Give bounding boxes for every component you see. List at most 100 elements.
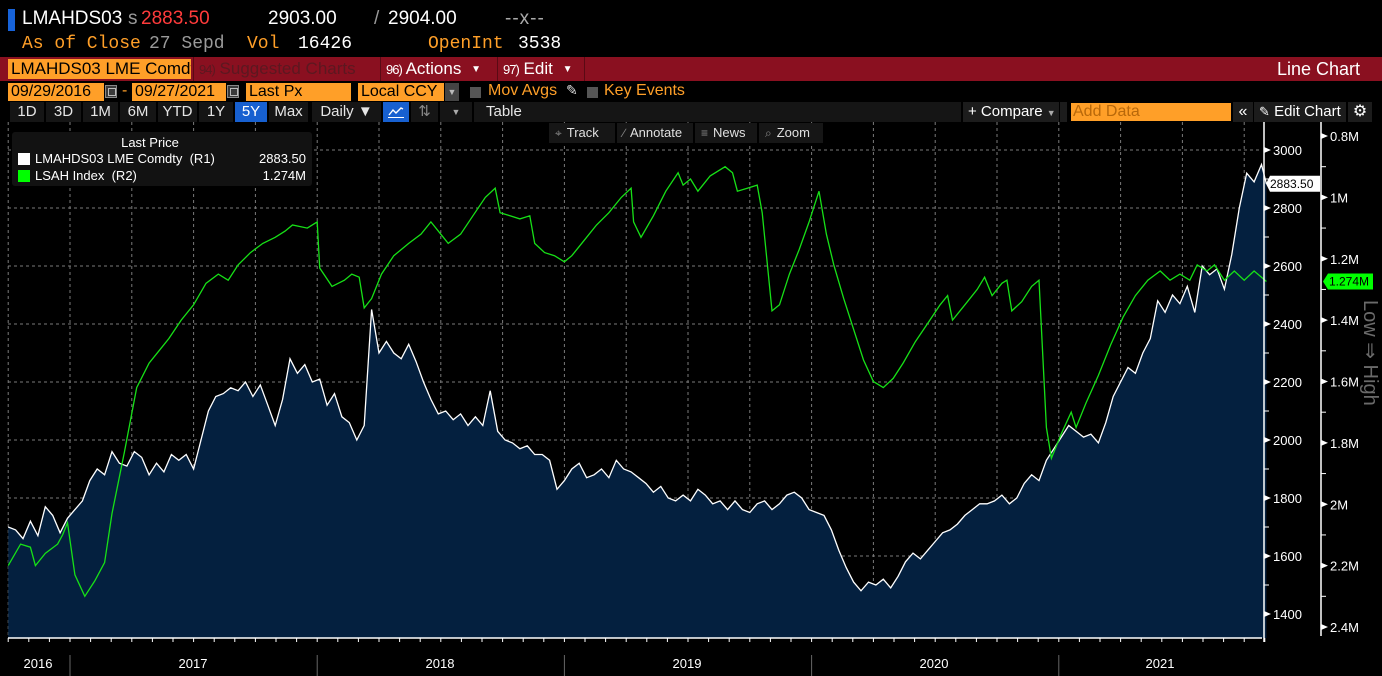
legend: Last Price LMAHDS03 LME Comdty (R1) 2883… [12,132,312,186]
r1-tick-marker [1264,263,1271,269]
compare-button[interactable]: + Compare ▼ [963,102,1059,122]
ask-price: 2904.00 [388,8,457,29]
period-button-ytd[interactable]: YTD [158,102,198,122]
r1-tick-label: 2200 [1273,375,1302,390]
tool-zoom-button[interactable]: ⌕ Zoom [759,123,823,143]
gear-icon[interactable]: ⚙ [1348,102,1372,122]
period-button-3d[interactable]: 3D [46,102,82,122]
r2-tick-marker [1321,501,1328,508]
r2-tick-marker [1321,562,1328,569]
tool-label: Zoom [776,125,810,140]
r2-tick-marker [1321,624,1328,630]
r2-tick-marker [1321,439,1328,446]
x-tick-label: 2020 [920,656,949,671]
r1-tick-label: 2600 [1273,259,1302,274]
vol-value: 16426 [298,34,353,54]
frequency-select[interactable]: Daily ▼ [312,102,382,122]
period-toolbar: 1D 3D 1M 6M YTD 1Y 5Y Max Daily ▼ ⇅ ▼ Table + C… [0,102,1382,122]
period-button-1d[interactable]: 1D [10,102,45,122]
last-price: 2883.50 [141,8,210,29]
r2-axis-caption: Low ⇒ High [1359,300,1381,406]
period-button-max[interactable]: Max [269,102,309,122]
r2-tick-label: 1M [1330,190,1348,205]
r2-tick-label: 2.2M [1330,559,1359,574]
end-date-input[interactable]: 09/27/2021 [132,83,226,101]
change-placeholder: --x-- [505,8,545,29]
table-label: Table [486,103,522,120]
calendar-icon[interactable] [227,85,239,98]
tool-label: Track [566,125,599,140]
caret-down-icon: ▼ [471,63,481,75]
security-input[interactable]: LMAHDS03 LME Comdty [8,59,191,79]
bar-chart-icon[interactable]: ⇅ [411,102,439,122]
r1-tick-marker [1264,437,1271,443]
legend-item: LSAH Index (R2) 1.274M [18,168,306,184]
series-area-lmahds03 [8,164,1267,638]
r2-tick-label: 2.4M [1330,620,1359,635]
chart-area[interactable]: 2016 2017 2018 2019 2020 2021 1400 1600 1800 2000… [0,122,1382,676]
tool-label: News [713,125,746,140]
security-marker [8,9,15,31]
table-button[interactable]: Table [474,102,962,122]
currency-select[interactable]: Local CCY [358,83,444,101]
x-tick-label: 2018 [426,656,455,671]
series-line-lsah [7,165,1267,598]
pencil-icon: ✎ [1259,104,1270,119]
r2-tick-label: 1.6M [1330,375,1359,390]
r1-tick-marker [1264,611,1271,617]
key-events-checkbox[interactable] [587,87,598,98]
add-data-input[interactable] [1071,103,1231,121]
date-range-dash: - [122,82,128,99]
currency-dropdown-icon[interactable]: ▼ [445,83,459,101]
start-date-input[interactable]: 09/29/2016 [8,83,104,101]
calendar-icon[interactable] [105,85,117,98]
r2-tick-marker [1321,255,1328,262]
line-chart-icon[interactable] [383,102,410,122]
edit-number: 97) [503,62,520,77]
r1-tick-label: 1400 [1273,607,1302,622]
r2-tick-label: 1.2M [1330,252,1359,267]
period-button-5y[interactable]: 5Y [235,102,268,122]
tool-track-button[interactable]: ⌖ Track [549,123,615,143]
edit-menu[interactable]: 97) Edit ▼ [497,57,583,81]
source-flag: s [128,8,138,29]
chart-type-label: Line Chart [1276,59,1360,79]
r2-tick-marker [1321,133,1328,139]
r2-tick-marker [1321,194,1328,201]
as-of-date: 27 Sepd [149,34,225,54]
quote-subheader: As of Close 27 Sepd Vol 16426 OpenInt 35… [0,34,1382,56]
function-ribbon: LMAHDS03 LME Comdty 94) Suggested Charts… [0,57,1382,81]
mov-avgs-checkbox[interactable] [470,87,481,98]
period-button-1m[interactable]: 1M [83,102,119,122]
r2-last-value: 1.274M [1329,274,1369,288]
edit-chart-button[interactable]: ✎ Edit Chart [1254,102,1346,122]
period-button-1y[interactable]: 1Y [199,102,234,122]
suggested-charts-button[interactable]: 94) Suggested Charts [193,57,379,81]
collapse-icon[interactable]: « [1233,102,1253,122]
as-of-label: As of Close [22,34,141,54]
x-tick-label: 2019 [673,656,702,671]
r1-tick-marker [1264,321,1271,327]
ticker: LMAHDS03 [22,8,123,29]
r1-tick-label: 2000 [1273,433,1302,448]
tool-news-button[interactable]: ≡ News [695,123,757,143]
quote-header: LMAHDS03 s 2883.50 2903.00 / 2904.00 --x… [0,6,1382,32]
ribbon-divider [584,57,585,81]
r1-last-value-tag [1266,175,1320,192]
key-events-label: Key Events [604,82,685,99]
r2-tick-label: 1.4M [1330,313,1359,328]
x-tick-label: 2021 [1146,656,1175,671]
vol-label: Vol [247,34,280,54]
r2-last-value-tag [1323,273,1373,290]
actions-number: 96) [386,62,403,77]
pencil-icon[interactable]: ✎ [566,82,578,98]
r1-tick-marker [1264,205,1271,211]
tool-annotate-button[interactable]: ∕ Annotate [617,123,693,143]
period-button-6m[interactable]: 6M [120,102,157,122]
field-select[interactable]: Last Px [246,83,351,101]
actions-menu[interactable]: 96) Actions ▼ [380,57,496,81]
news-icon: ≡ [701,126,709,140]
chart-type-dropdown-icon[interactable]: ▼ [440,102,473,122]
r2-tick-label: 1.8M [1330,436,1359,451]
legend-name: LMAHDS03 LME Comdty (R1) [35,151,215,166]
